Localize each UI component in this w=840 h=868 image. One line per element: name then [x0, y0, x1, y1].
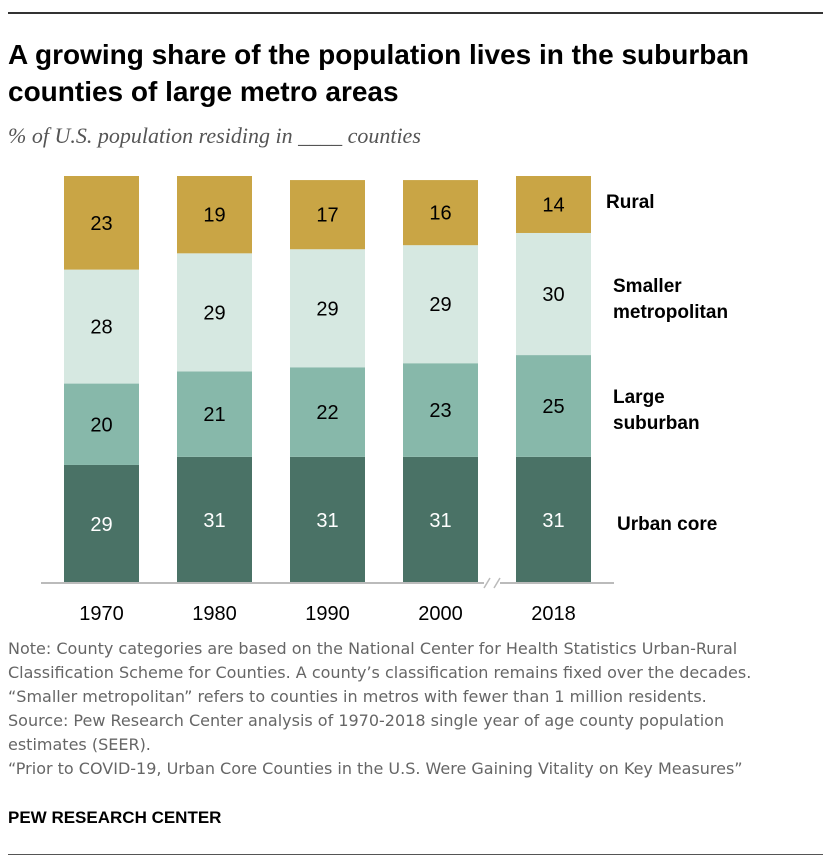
value-label-urban-core-1990: 31: [316, 510, 338, 532]
bar-urban-core-2000: [403, 456, 478, 583]
chart-title: A growing share of the population lives …: [8, 39, 750, 107]
notes: Note: County categories are based on the…: [8, 637, 828, 781]
source-line: Source: Pew Research Center analysis of …: [8, 711, 725, 730]
value-label-smaller-metropolitan-2000: 29: [429, 294, 451, 316]
bar-urban-core-1970: [64, 464, 139, 583]
value-label-large-suburban-1980: 21: [203, 404, 225, 426]
value-label-urban-core-1980: 31: [203, 510, 225, 532]
x-tick-label-2018: 2018: [531, 603, 576, 625]
bar-rural-1970: [64, 176, 139, 270]
value-label-urban-core-2018: 31: [542, 510, 564, 532]
note-line: Classification Scheme for Counties. A co…: [8, 663, 752, 682]
value-label-rural-1990: 17: [316, 205, 338, 227]
value-label-large-suburban-2018: 25: [542, 396, 564, 418]
x-tick-label-1980: 1980: [192, 603, 237, 625]
axis-break-icon: [483, 576, 501, 590]
value-label-large-suburban-2000: 23: [429, 400, 451, 422]
legend-large-suburban: Large suburban: [613, 387, 700, 434]
bar-smaller-metropolitan-2000: [403, 245, 478, 364]
bottom-rule: [8, 854, 823, 855]
pew-research-center-logo: PEW RESEARCH CENTER: [8, 808, 222, 827]
value-label-rural-2000: 16: [429, 203, 451, 225]
note-line: Note: County categories are based on the…: [8, 639, 738, 658]
legend: Rural Smaller metropolitan Large suburba…: [606, 192, 728, 535]
value-labels-group: 29 20 28 23 31 21 29 19 31 22 29 17 31 23 29 16 31 25 30 14: [90, 194, 564, 535]
bar-rural-2018: [516, 176, 591, 233]
value-label-smaller-metropolitan-1970: 28: [90, 317, 112, 339]
note-line: “Smaller metropolitan” refers to countie…: [8, 687, 707, 706]
top-rule: [8, 12, 823, 14]
bar-large-suburban-1970: [64, 383, 139, 465]
bar-rural-1990: [290, 180, 365, 250]
bar-urban-core-1980: [177, 456, 252, 583]
bar-smaller-metropolitan-2018: [516, 232, 591, 356]
bar-smaller-metropolitan-1980: [177, 253, 252, 372]
value-label-rural-1970: 23: [90, 213, 112, 235]
bar-urban-core-1990: [290, 456, 365, 583]
value-label-rural-1980: 19: [203, 205, 225, 227]
bar-urban-core-2018: [516, 456, 591, 583]
legend-rural: Rural: [606, 192, 655, 213]
legend-urban-core: Urban core: [617, 514, 717, 535]
bar-large-suburban-2000: [403, 363, 478, 457]
bar-large-suburban-1980: [177, 371, 252, 457]
value-label-smaller-metropolitan-1990: 29: [316, 298, 338, 320]
bar-smaller-metropolitan-1990: [290, 249, 365, 368]
source-line: estimates (SEER).: [8, 735, 151, 754]
bar-large-suburban-1990: [290, 367, 365, 457]
value-label-large-suburban-1970: 20: [90, 414, 112, 436]
x-tick-label-1970: 1970: [79, 603, 124, 625]
value-label-urban-core-2000: 31: [429, 510, 451, 532]
report-title-line: “Prior to COVID-19, Urban Core Counties …: [8, 759, 743, 778]
value-label-smaller-metropolitan-1980: 29: [203, 302, 225, 324]
x-tick-label-2000: 2000: [418, 603, 463, 625]
bars-group: [64, 176, 591, 583]
bar-smaller-metropolitan-1970: [64, 269, 139, 384]
bar-large-suburban-2018: [516, 355, 591, 457]
legend-smaller-metropolitan: Smaller metropolitan: [613, 276, 728, 323]
stacked-bar-chart: 29 20 28 23 31 21 29 19 31 22 29 17 31 23 29 16 31 25 30 14…: [41, 176, 728, 625]
value-label-rural-2018: 14: [542, 194, 564, 216]
x-tick-labels-group: 1970 1980 1990 2000 2018: [79, 603, 576, 625]
bar-rural-2000: [403, 180, 478, 246]
value-label-urban-core-1970: 29: [90, 514, 112, 536]
value-label-large-suburban-1990: 22: [316, 402, 338, 424]
value-label-smaller-metropolitan-2018: 30: [542, 284, 564, 306]
bar-rural-1980: [177, 176, 252, 254]
x-tick-label-1990: 1990: [305, 603, 350, 625]
chart-subtitle: % of U.S. population residing in ____ co…: [8, 123, 421, 148]
